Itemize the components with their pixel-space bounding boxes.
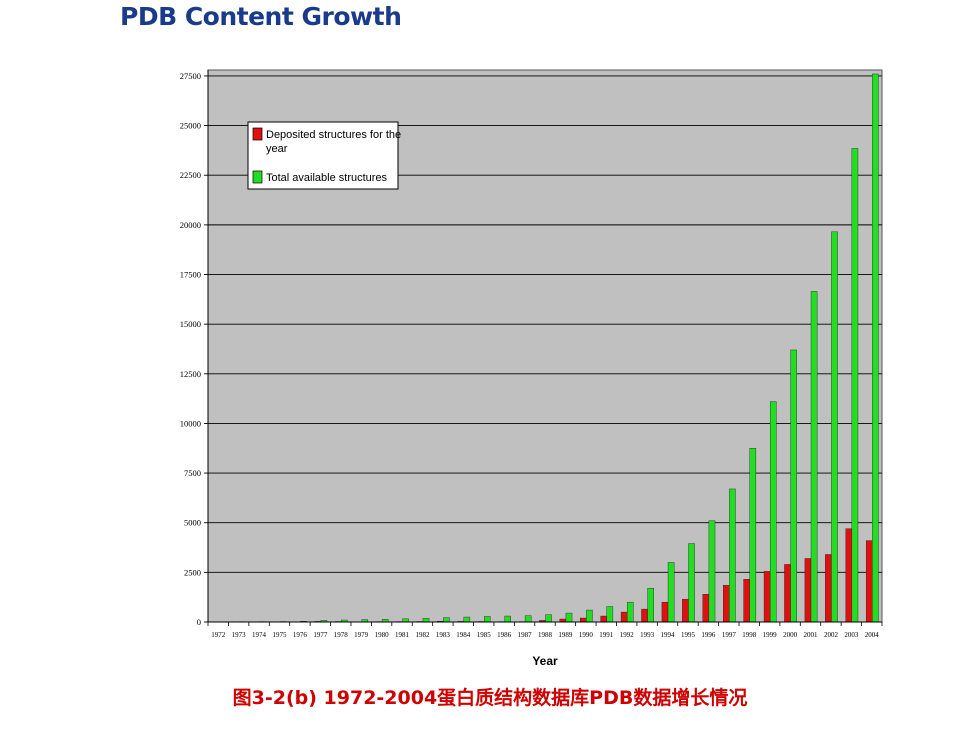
y-axis: 0 2500 5000 7500 10000 12500 15000 17500 20000 22… xyxy=(180,70,209,627)
x-tick-label: 1998 xyxy=(742,631,757,639)
bar-total-2002 xyxy=(831,231,838,623)
bar-total-1987 xyxy=(524,615,532,623)
x-tick-label: 1994 xyxy=(661,631,676,639)
bar-total-1991 xyxy=(606,606,614,623)
bar-total-1990 xyxy=(586,609,593,623)
x-tick-label: 1976 xyxy=(293,631,308,639)
x-tick-label: 1972 xyxy=(211,631,226,639)
bar-deposited-2000 xyxy=(784,564,791,623)
bar-deposited-1999 xyxy=(763,571,771,623)
x-tick-label: 1973 xyxy=(232,631,247,639)
x-tick-label: 1993 xyxy=(640,631,655,639)
x-tick-label: 1986 xyxy=(497,631,512,639)
x-tick-label: 1978 xyxy=(334,631,349,639)
bar-total-1997 xyxy=(729,488,736,623)
bar-total-1982 xyxy=(422,618,430,623)
bar-total-1989 xyxy=(565,612,573,623)
x-tick-label: 1991 xyxy=(599,631,614,639)
y-tick-label: 15000 xyxy=(180,319,201,329)
x-tick-label: 1992 xyxy=(620,631,635,639)
y-tick-label: 25000 xyxy=(180,121,201,131)
x-tick-label: 1988 xyxy=(538,631,553,639)
bar-total-1996 xyxy=(708,520,716,623)
bar-total-1985 xyxy=(484,616,491,623)
x-tick-label: 1980 xyxy=(375,631,390,639)
bar-total-1988 xyxy=(545,614,552,623)
bar-total-1994 xyxy=(667,562,675,623)
bar-chart: 0 2500 5000 7500 10000 12500 15000 17500 20000 22… xyxy=(180,69,883,668)
legend-label-total: Total available structures xyxy=(266,172,388,184)
x-tick-label: 2004 xyxy=(865,631,880,639)
bar-total-2001 xyxy=(810,291,818,623)
y-tick-label: 0 xyxy=(197,617,201,627)
x-tick-label: 1974 xyxy=(252,631,267,639)
bar-total-1999 xyxy=(769,401,777,623)
legend-label-deposited: Deposited structures for the year xyxy=(266,129,404,155)
legend-label-deposited-line1: Deposited structures for the xyxy=(266,129,401,141)
y-tick-label: 2500 xyxy=(184,567,201,577)
bar-deposited-2003 xyxy=(845,528,853,623)
x-tick-label: 1983 xyxy=(436,631,451,639)
legend-box xyxy=(247,121,399,190)
bar-deposited-1998 xyxy=(743,579,750,623)
legend-swatch-total xyxy=(252,170,263,184)
figure-caption: 图3-2(b) 1972-2004蛋白质结构数据库PDB数据增长情况 xyxy=(232,687,748,709)
bar-total-2003 xyxy=(851,148,859,623)
bar-deposited-1990 xyxy=(580,617,587,623)
bar-total-1992 xyxy=(626,601,634,623)
x-tick-label: 1977 xyxy=(313,631,328,639)
x-tick-label: 1997 xyxy=(722,631,737,639)
bar-total-1998 xyxy=(749,448,757,623)
x-tick-label: 2002 xyxy=(824,631,839,639)
bar-total-1986 xyxy=(504,615,511,623)
y-tick-label: 22500 xyxy=(180,170,201,180)
bar-deposited-1991 xyxy=(600,615,607,623)
x-tick-label: 1989 xyxy=(558,631,573,639)
bar-deposited-1996 xyxy=(702,594,710,623)
legend-swatch-deposited xyxy=(252,127,263,141)
y-tick-label: 12500 xyxy=(180,369,201,379)
x-axis: 1972 1973 1974 1975 1976 1977 1978 1979 1980 1981… xyxy=(207,621,883,639)
bar-total-1993 xyxy=(647,588,654,623)
y-tick-label: 10000 xyxy=(180,418,201,428)
bar-deposited-2001 xyxy=(804,558,812,623)
bar-total-1983 xyxy=(443,617,450,623)
bar-total-1984 xyxy=(463,616,471,623)
x-axis-label: Year xyxy=(532,654,558,668)
x-tick-label: 2001 xyxy=(804,631,819,639)
y-tick-label: 17500 xyxy=(180,270,201,280)
bar-deposited-1995 xyxy=(682,598,689,623)
x-tick-label: 1982 xyxy=(415,631,430,639)
bar-deposited-1993 xyxy=(641,608,648,623)
x-tick-label: 1996 xyxy=(701,631,716,639)
bar-deposited-1992 xyxy=(620,611,628,623)
x-tick-label: 1984 xyxy=(456,631,471,639)
x-tick-label: 1979 xyxy=(354,631,369,639)
bar-total-2000 xyxy=(790,349,797,623)
x-tick-label: 1975 xyxy=(272,631,287,639)
x-tick-label: 1995 xyxy=(681,631,696,639)
y-tick-label: 20000 xyxy=(180,220,201,230)
x-tick-label: 2003 xyxy=(844,631,859,639)
x-tick-label: 1990 xyxy=(579,631,594,639)
x-tick-label: 1981 xyxy=(395,631,410,639)
bar-deposited-1997 xyxy=(722,585,730,623)
legend-label-deposited-line2: year xyxy=(266,143,288,155)
page-title: PDB Content Growth xyxy=(120,2,402,31)
x-tick-label: 2000 xyxy=(783,631,798,639)
y-tick-label: 27500 xyxy=(180,71,201,81)
bar-total-2004 xyxy=(872,73,879,623)
x-tick-label: 1999 xyxy=(763,631,778,639)
bar-deposited-2002 xyxy=(825,554,832,623)
legend: Deposited structures for the year Total … xyxy=(247,121,404,190)
bar-deposited-1994 xyxy=(661,601,669,623)
bar-total-1995 xyxy=(688,543,695,623)
y-tick-label: 5000 xyxy=(184,518,201,528)
x-tick-label: 1985 xyxy=(477,631,492,639)
x-tick-label: 1987 xyxy=(518,631,533,639)
bar-deposited-2004 xyxy=(865,540,873,623)
y-tick-label: 7500 xyxy=(184,468,201,478)
